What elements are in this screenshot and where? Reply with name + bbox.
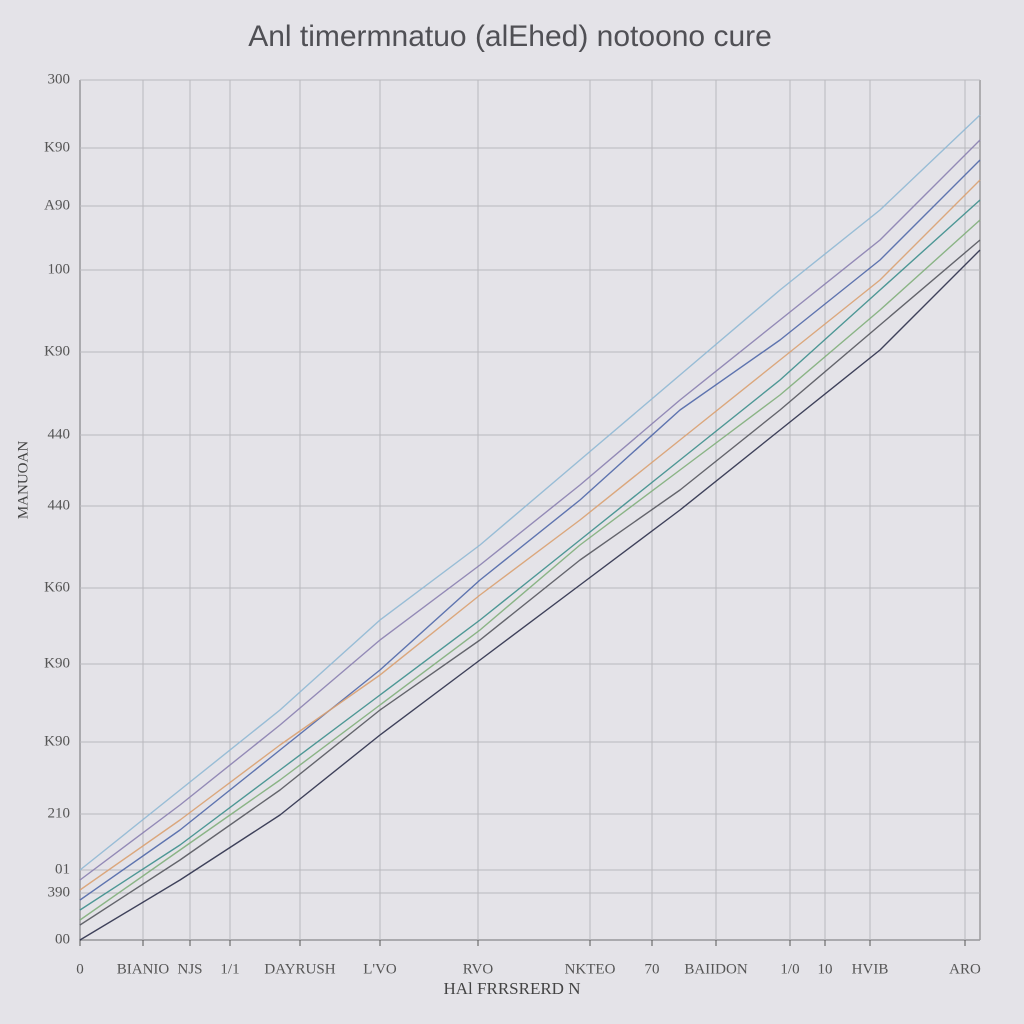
data-line (79, 219, 981, 921)
y-tick-label: K90 (44, 139, 70, 155)
y-tick-label: 210 (48, 805, 71, 821)
x-tick-label: ARO (949, 961, 981, 977)
x-tick-label: DAYRUSH (264, 961, 335, 977)
x-tick-label: L'VO (363, 961, 397, 977)
y-tick-label: K90 (44, 343, 70, 359)
y-tick-label: 440 (48, 426, 71, 442)
data-line (79, 249, 981, 941)
y-tick-label: 390 (48, 884, 71, 900)
chart-title: Anl timermnatuo (alEhed) notoono cure (248, 20, 772, 53)
data-line (79, 239, 981, 926)
y-tick-label: K90 (44, 655, 70, 671)
data-line (79, 179, 981, 891)
y-tick-label: A90 (44, 197, 70, 213)
y-tick-label: 440 (48, 497, 71, 513)
x-tick-label: 0 (76, 961, 84, 977)
x-tick-label: HVIB (852, 961, 889, 977)
x-tick-label: 1/1 (220, 961, 239, 977)
y-tick-label: 00 (55, 931, 70, 947)
x-tick-label: NJS (177, 961, 202, 977)
y-tick-label: 01 (55, 861, 70, 877)
x-tick-label: 10 (818, 961, 833, 977)
x-tick-label: 70 (645, 961, 660, 977)
data-line (79, 114, 981, 871)
y-tick-label: K90 (44, 733, 70, 749)
y-tick-label: 100 (48, 261, 71, 277)
y-axis-label: MANUOAN (15, 441, 31, 520)
data-line (79, 159, 981, 901)
x-tick-label: NKTEO (565, 961, 616, 977)
x-axis-label: HAl FRRSRERD N (444, 979, 581, 998)
y-tick-label: K60 (44, 579, 70, 595)
x-tick-label: RVO (463, 961, 494, 977)
data-line (79, 139, 981, 881)
x-tick-label: 1/0 (780, 961, 799, 977)
x-tick-label: BAIIDON (684, 961, 747, 977)
data-line (79, 199, 981, 911)
y-tick-label: 300 (48, 71, 71, 87)
x-tick-label: BIANIO (117, 961, 170, 977)
